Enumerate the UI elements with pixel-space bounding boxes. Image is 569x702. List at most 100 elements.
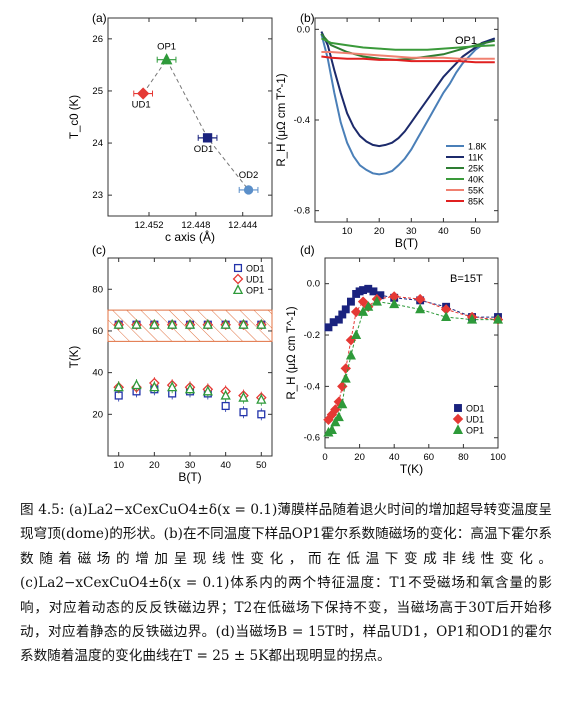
data-point-op1 <box>202 385 213 396</box>
data-point-op1 <box>238 391 249 402</box>
data-point-od1 <box>202 133 213 143</box>
x-tick-label: 20 <box>149 460 160 471</box>
data-point-op1 <box>238 318 249 329</box>
x-tick-label: 12.452 <box>134 220 163 231</box>
data-point-ud1 <box>414 293 426 305</box>
data-point-ud1 <box>357 296 369 307</box>
chart-b: 10 20 30 40 50 0.0 -0.4 -0.8 B(T) R_H (μΩ cm T^-1… <box>276 17 499 250</box>
y-tick-label: 24 <box>92 138 103 149</box>
data-point-op1 <box>184 383 196 394</box>
legend-label-b: 40K <box>468 175 484 185</box>
legend-label-b: 11K <box>468 153 483 163</box>
data-point-op1 <box>358 306 369 316</box>
data-point-op1 <box>337 398 348 409</box>
data-point-op1 <box>202 318 213 329</box>
x-tick-label: 12.444 <box>228 220 257 231</box>
y-tick-label: -0.8 <box>294 206 310 217</box>
data-point-op1 <box>220 389 231 400</box>
series-line-11k <box>320 31 496 148</box>
data-point-op1 <box>345 349 356 360</box>
data-point-od1 <box>324 323 333 332</box>
x-axis-label-a: c axis (Å) <box>165 229 215 244</box>
x-tick-label: 100 <box>490 452 506 463</box>
plot-frame-d <box>324 257 499 449</box>
data-point-op1 <box>113 318 124 329</box>
y-axis-label-b: R_H (μΩ cm T^-1) <box>276 73 288 166</box>
data-point-op1 <box>220 318 231 329</box>
x-tick-label: 0 <box>322 452 327 463</box>
panel-label-a: (a) <box>92 11 107 25</box>
data-point-od2 <box>243 185 254 195</box>
legend-label-d: OD1 <box>466 404 485 414</box>
data-point-od1 <box>221 401 230 411</box>
data-point-op1 <box>149 381 160 392</box>
series-line-55k <box>321 51 495 60</box>
data-point-op1 <box>167 318 178 329</box>
legend-marker-d <box>452 424 464 434</box>
y-tick-label: 0.0 <box>297 24 310 35</box>
x-tick-label: 30 <box>185 460 196 471</box>
data-point-ud1 <box>337 381 348 392</box>
data-point-op1 <box>467 313 478 324</box>
legend-label-b: 1.8K <box>468 142 487 152</box>
legend-marker-d <box>452 413 464 425</box>
y-tick-label: 60 <box>92 326 103 337</box>
x-tick-label: 80 <box>458 452 469 463</box>
y-tick-label: -0.4 <box>294 115 310 126</box>
series-line-1.8k <box>320 33 496 176</box>
data-point-op1 <box>330 416 341 427</box>
legend-label-c: OP1 <box>246 286 264 296</box>
point-label: OD2 <box>239 170 259 181</box>
x-tick-label: 30 <box>406 226 417 237</box>
x-tick-label: 60 <box>424 452 435 463</box>
chart-a: 12.452 12.448 12.444 23 24 25 26 c axis (Å) T_c0… <box>69 17 273 244</box>
data-point-od1 <box>257 410 266 419</box>
data-point-op1 <box>256 393 267 404</box>
series-line-25k <box>320 33 496 61</box>
y-tick-label: -0.6 <box>304 433 320 444</box>
legend-marker-c <box>233 263 243 273</box>
legend-marker-c <box>232 284 244 295</box>
panel-d-tag: B=15T <box>450 273 483 285</box>
data-point-op1 <box>389 298 400 309</box>
data-point-od1 <box>341 305 350 314</box>
chart-d: 0 20 40 60 80 100 0.0 -0.2 -0.4 -0.6 T(K) R_H (μΩ c… <box>286 257 506 476</box>
data-point-op1 <box>363 301 374 311</box>
x-tick-label: 20 <box>354 452 365 463</box>
data-point-op1 <box>149 318 160 329</box>
x-tick-label: 40 <box>389 452 400 463</box>
legend-label-b: 55K <box>468 186 484 196</box>
legend-label-d: OP1 <box>466 426 484 436</box>
point-label: OP1 <box>157 42 176 53</box>
data-point-op1 <box>333 411 344 422</box>
panel-b-tag: OP1 <box>455 35 477 47</box>
panel-label-b: (b) <box>300 11 315 25</box>
legend-marker-c <box>232 273 244 285</box>
data-point-op1 <box>441 311 452 322</box>
legend-label-c: OD1 <box>246 264 265 274</box>
figure-caption: 图 4.5: (a)La2−xCexCuO4±δ(x = 0.1)薄膜样品随着退… <box>20 502 552 665</box>
legend-label-b: 85K <box>468 197 484 207</box>
data-point-op1 <box>326 424 337 434</box>
data-point-ud1 <box>137 87 150 100</box>
y-axis-label-a: T_c0 (K) <box>69 95 81 139</box>
y-tick-label: -0.4 <box>304 381 320 392</box>
legend-marker-d <box>454 404 462 412</box>
y-tick-label: 23 <box>92 190 103 201</box>
y-tick-label: 26 <box>92 34 103 45</box>
data-point-ud1 <box>350 306 362 318</box>
data-point-od1 <box>346 297 355 306</box>
data-point-od1 <box>369 287 378 296</box>
x-tick-label: 10 <box>113 460 124 471</box>
y-tick-label: 40 <box>92 368 103 379</box>
plot-frame-a <box>107 17 273 217</box>
series-line-ud1 <box>328 295 499 421</box>
y-axis-label-d: R_H (μΩ cm T^-1) <box>286 306 298 399</box>
series-line-40k <box>320 37 495 51</box>
figure: (a) (b) (c) (d) OP1 B=15T 12.452 12.448 12… <box>69 11 506 484</box>
data-point-op1 <box>113 381 124 392</box>
y-tick-label: 0.0 <box>307 279 320 290</box>
x-tick-label: 50 <box>470 226 481 237</box>
legend-label-c: UD1 <box>246 275 264 285</box>
y-tick-label: -0.2 <box>304 330 320 341</box>
